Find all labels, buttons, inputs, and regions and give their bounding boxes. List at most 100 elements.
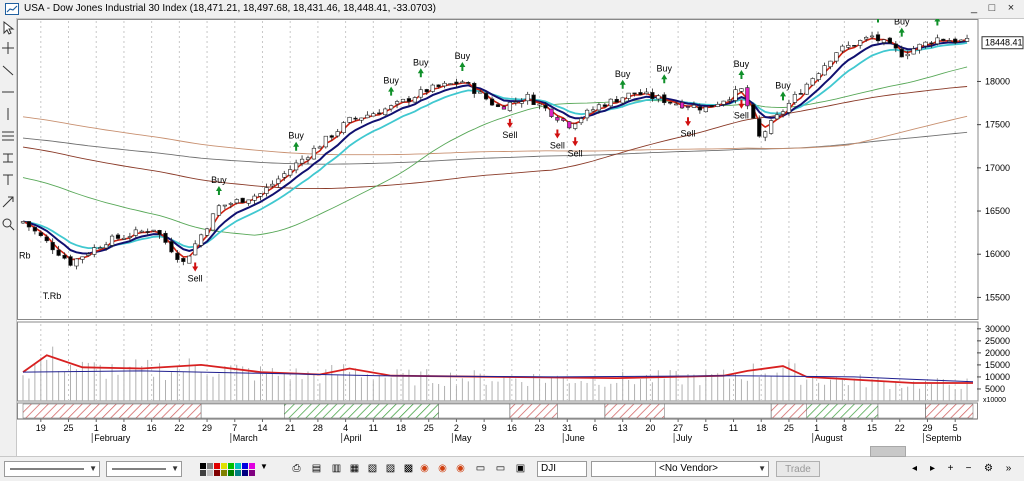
sma-50-line	[22, 66, 968, 236]
line-width-select[interactable]: ▼	[106, 461, 182, 477]
candle-body	[828, 60, 833, 68]
candle-body	[222, 204, 227, 207]
sell-arrow-icon	[685, 117, 691, 127]
pitchfork-icon[interactable]	[0, 150, 16, 166]
candle	[881, 39, 887, 46]
candle-body	[715, 104, 720, 107]
horizontal-scrollbar[interactable]	[870, 445, 1020, 457]
x-tick-label: 16	[507, 423, 517, 433]
candle-body	[917, 43, 922, 51]
web-link-icon[interactable]: ◉	[438, 463, 447, 474]
scroll-right-icon[interactable]: ▸	[929, 463, 936, 474]
candle	[139, 229, 144, 234]
candle	[668, 101, 673, 105]
chart-type-icon[interactable]: ▤	[311, 463, 322, 474]
minimize-button[interactable]: _	[970, 2, 978, 14]
candle-body	[216, 205, 222, 216]
candle-body	[460, 81, 465, 84]
cursor-icon[interactable]	[0, 20, 16, 36]
buy-label: Buy	[413, 57, 429, 67]
buy-arrow-icon	[388, 86, 395, 96]
vertical-line-icon[interactable]	[0, 106, 16, 122]
chart-settings-icon[interactable]: ⚙	[984, 463, 993, 474]
sell-signal: Sell	[502, 118, 517, 140]
trb-marker: T.Rb	[43, 291, 62, 301]
x-tick-label: 11	[369, 423, 378, 433]
candle	[573, 123, 578, 131]
candle	[228, 201, 233, 209]
indicator-icon[interactable]: ▥	[331, 463, 342, 474]
scroll-left-icon[interactable]: ◂	[911, 463, 918, 474]
candle	[531, 92, 536, 105]
open-chart-icon[interactable]: ▩	[403, 463, 414, 474]
candle	[751, 103, 756, 119]
buy-label: Buy	[615, 69, 631, 79]
candle	[430, 83, 435, 93]
color-palette[interactable]: ▼	[200, 461, 270, 477]
x-tick-label: 23	[535, 423, 545, 433]
candle-body	[389, 105, 394, 110]
symbol-input[interactable]: DJI	[537, 461, 587, 477]
candle	[614, 96, 619, 103]
candle	[525, 91, 530, 105]
candle	[299, 155, 305, 167]
candle	[620, 97, 625, 105]
candle	[489, 96, 495, 106]
candle-body	[299, 158, 305, 164]
trend-segment	[770, 403, 807, 419]
candle-body	[893, 43, 898, 49]
candle-body	[608, 98, 613, 107]
candle-body	[632, 92, 637, 95]
zoom-out-icon[interactable]: −	[965, 463, 972, 474]
candle-body	[228, 203, 233, 205]
candle-body	[484, 92, 489, 100]
fibonacci-icon[interactable]	[0, 128, 16, 144]
more-options-icon[interactable]: »	[1005, 463, 1012, 474]
candle-body	[495, 104, 501, 108]
candle-body	[727, 99, 732, 102]
price-chart[interactable]: Buy Buy Buy Buy Buy Buy Buy Buy Buy Buy Buy Buy Sell…	[17, 19, 1024, 445]
trade-button[interactable]: Trade	[776, 461, 820, 477]
x-tick-label: 15	[867, 423, 877, 433]
candle-body	[466, 82, 471, 84]
candle-body	[887, 37, 892, 44]
save-chart-icon[interactable]: ▨	[385, 463, 396, 474]
candle	[56, 245, 61, 257]
close-button[interactable]: ×	[1007, 2, 1015, 14]
candle-body	[745, 87, 750, 107]
candle-body	[899, 48, 904, 58]
maximize-button[interactable]: □	[988, 2, 996, 14]
news-icon[interactable]: ◉	[456, 463, 465, 474]
candle-body	[685, 106, 691, 108]
zoom-in-icon[interactable]: +	[947, 463, 954, 474]
text-icon[interactable]	[0, 172, 16, 188]
browser-icon[interactable]: ◉	[420, 463, 429, 474]
candle	[252, 193, 257, 205]
template-icon[interactable]: ▧	[367, 463, 378, 474]
trend-segment	[557, 403, 606, 419]
candle	[222, 204, 227, 210]
zoom-icon[interactable]	[0, 216, 16, 232]
vendor-select[interactable]: <No Vendor> ▼	[655, 461, 769, 477]
candle-body	[679, 102, 685, 109]
split-icon[interactable]: ▭	[495, 463, 506, 474]
candle-body	[786, 103, 792, 113]
buy-arrow-icon	[738, 69, 745, 79]
arrow-icon[interactable]	[0, 194, 16, 210]
horizontal-line-icon[interactable]	[0, 84, 16, 100]
layout-icon[interactable]: ▭	[475, 463, 486, 474]
crosshair-icon[interactable]	[0, 40, 16, 56]
study-icon[interactable]: ▦	[349, 463, 360, 474]
candle-body	[697, 106, 702, 111]
candle-body	[175, 252, 180, 260]
scroll-thumb[interactable]	[870, 446, 906, 457]
window-icon[interactable]: ▣	[515, 463, 526, 474]
buy-signal: Buy	[877, 19, 879, 23]
trendline-icon[interactable]	[0, 62, 16, 78]
candle	[947, 38, 952, 42]
print-icon[interactable]: ⎙	[292, 463, 301, 474]
line-style-select[interactable]: ▼	[4, 461, 100, 477]
volume-y-tick-label: 30000	[985, 324, 1010, 334]
vendor-value: <No Vendor>	[659, 463, 718, 474]
month-label: June	[565, 433, 585, 443]
